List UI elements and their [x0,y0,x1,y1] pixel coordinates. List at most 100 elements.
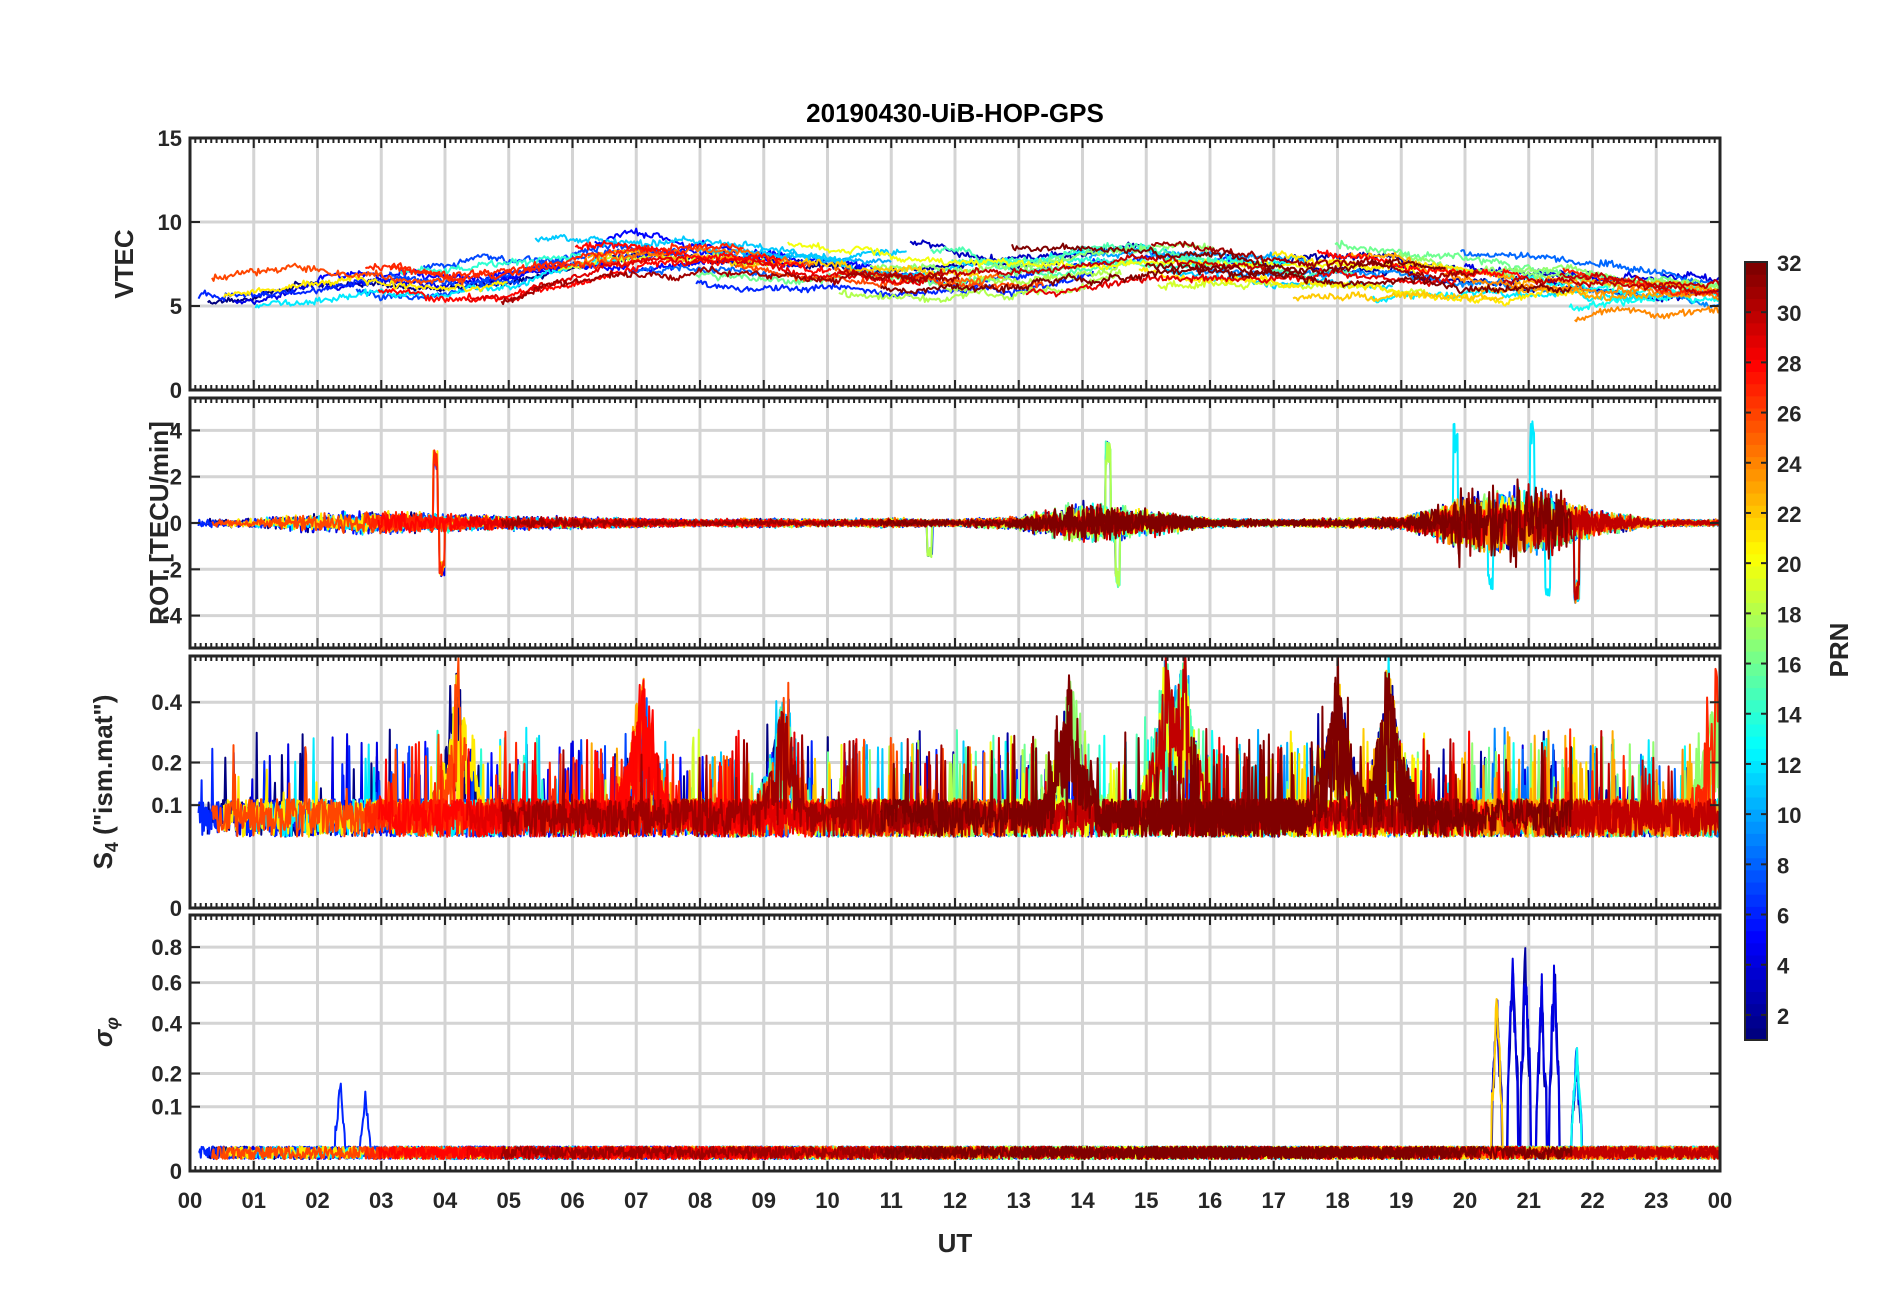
colorbar-tick-label: 26 [1777,402,1801,427]
colorbar-tick-label: 4 [1777,954,1790,979]
colorbar-tick-label: 10 [1777,803,1801,828]
series-line-prn-8 [1459,249,1713,285]
colorbar-segment [1745,711,1767,725]
colorbar-segment [1745,1003,1767,1017]
series-line-prn-30 [1502,275,1720,297]
colorbar-segment [1745,359,1767,373]
colorbar-segment [1745,274,1767,287]
series-line-prn-30 [838,253,1268,280]
series-line-prn-30 [1559,271,1720,290]
x-tick-label: 00 [178,1188,202,1213]
y-tick-label: 2 [170,465,182,490]
x-tick-label: 06 [560,1188,584,1213]
colorbar-segment [1745,492,1767,506]
series-line-prn-27 [1562,267,1720,297]
series-line-prn-29 [466,255,929,303]
colorbar-tick-label: 22 [1777,502,1801,527]
x-tick-label: 11 [880,1188,903,1213]
plot-area [198,947,1720,1161]
colorbar-segment [1745,444,1767,458]
colorbar-segment [1745,906,1767,920]
x-tick-label: 02 [305,1188,329,1213]
colorbar-tick-label: 24 [1777,452,1802,477]
series-line-prn-14 [398,253,583,275]
sigma-phi-axis-label-main: σ [88,1028,118,1047]
colorbar-segment [1745,529,1767,543]
colorbar-segment [1745,979,1767,992]
colorbar-segment [1745,505,1767,518]
colorbar-segment [1745,651,1767,664]
rot-axis-label: ROT [TECU/min] [144,421,174,625]
colorbar-segment [1745,1015,1767,1029]
colorbar-label: PRN [1824,623,1854,678]
series-line-prn-22 [1292,290,1505,303]
x-tick-label: 03 [369,1188,393,1213]
colorbar-segment [1745,796,1767,810]
colorbar-segment [1745,262,1767,275]
colorbar-segment [1745,687,1767,701]
series-line-prn-32 [1011,656,1447,838]
series-line-prn-17 [869,242,1215,276]
colorbar-segment [1745,991,1767,1005]
colorbar-segment [1745,967,1767,980]
colorbar-segment [1745,480,1767,494]
x-tick-label: 08 [688,1188,712,1213]
series-line-prn-27 [388,449,746,577]
vtec-panel: 0 5 10 15 [158,126,1722,403]
y-tick-label: 0 [170,378,182,403]
series-line-prn-32 [1011,503,1447,541]
x-tick-label: 20 [1453,1188,1477,1213]
colorbar-segment [1745,784,1767,798]
x-tick-label: 23 [1644,1188,1668,1213]
colorbar-segment [1745,298,1767,312]
colorbar-segment [1745,626,1767,640]
series-line-prn-31 [500,265,960,306]
colorbar-segment [1745,833,1767,847]
vtec-axis-label: VTEC [109,229,139,299]
series-line-prn-24 [1574,305,1720,323]
colorbar-segment [1745,930,1767,944]
series-line-prn-30 [1502,730,1720,838]
sigma-phi-axis-label: σφ [88,1017,122,1047]
s4-axis-label-main: S [88,852,118,869]
colorbar-tick-label: 6 [1777,904,1789,929]
series-line-prn-28 [1316,249,1525,279]
colorbar-segment [1745,675,1767,689]
series-line-prn-23 [587,248,759,265]
series-line-prn-28 [377,254,832,303]
colorbar-segment [1745,1027,1767,1041]
colorbar-segment [1745,407,1767,421]
colorbar-segment [1745,772,1767,786]
colorbar-segment [1745,383,1767,397]
colorbar-segment [1745,432,1767,445]
colorbar-segment [1745,748,1767,762]
x-tick-label: 17 [1262,1188,1286,1213]
colorbar-segment [1745,942,1767,956]
y-tick-label: 5 [170,294,182,319]
y-tick-label: 0 [170,1159,182,1184]
colorbar-tick-label: 18 [1777,602,1801,627]
colorbar-segment [1745,881,1767,895]
y-tick-label: -2 [162,557,182,582]
colorbar-segment [1745,371,1767,385]
colorbar-segment [1745,334,1767,348]
colorbar-tick-label: 32 [1777,251,1801,276]
series-line-prn-21 [223,274,508,298]
y-tick-label: 4 [170,418,183,443]
x-tick-label: 18 [1325,1188,1349,1213]
plot-area [197,420,1720,604]
series-line-prn-32 [1011,1145,1446,1161]
series-line-prn-13 [1568,293,1720,312]
series-line-prn-20 [787,241,1259,271]
x-tick-label: 16 [1198,1188,1222,1213]
series-line-prn-31 [500,710,960,838]
x-tick-label: 22 [1580,1188,1604,1213]
colorbar-segment [1745,869,1767,883]
colorbar-segment [1745,468,1767,482]
colorbar-segment [1745,420,1767,433]
colorbar-tick-label: 12 [1777,753,1801,778]
x-tick-label: 21 [1517,1188,1541,1213]
series-line-prn-17 [1446,266,1720,293]
